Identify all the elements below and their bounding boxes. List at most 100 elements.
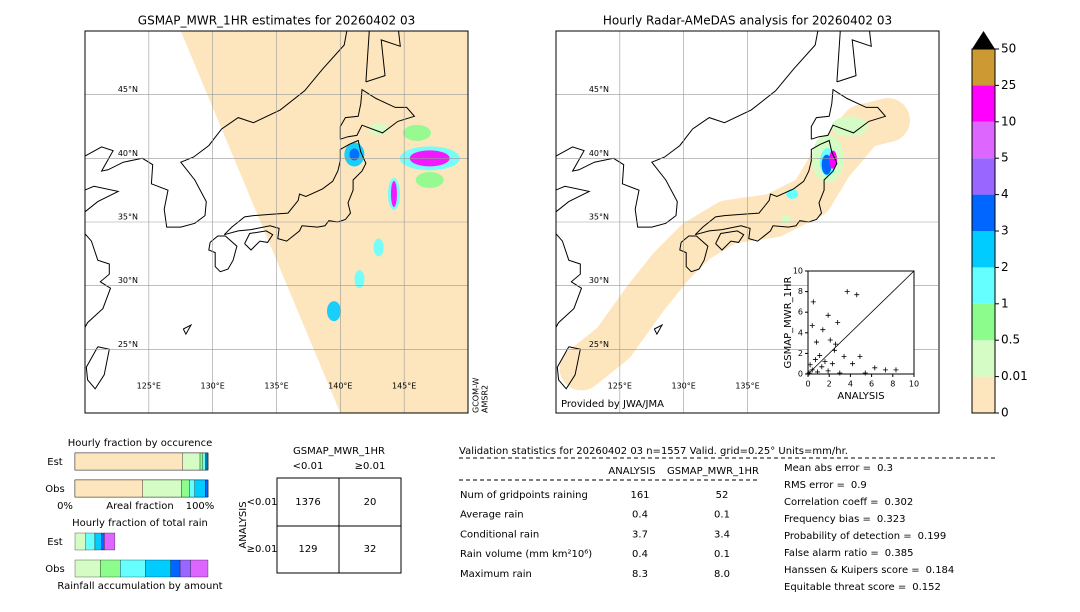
x-axis-label: Rainfall accumulation by amount xyxy=(57,581,222,592)
bar-segment xyxy=(179,559,191,578)
lon-label: 125°E xyxy=(137,382,161,391)
bar-segment xyxy=(205,479,209,498)
cell: 8.3 xyxy=(632,569,648,580)
colorbar-segment xyxy=(972,340,995,377)
category-label: Obs xyxy=(45,564,64,575)
column-header: ANALYSIS xyxy=(608,466,655,477)
bar-segment xyxy=(182,452,201,471)
scatter-point xyxy=(844,289,850,295)
colorbar-segment xyxy=(972,121,995,159)
rain-patch xyxy=(354,270,365,289)
coastline xyxy=(182,323,193,336)
score: Hanssen & Kuipers score = 0.184 xyxy=(784,565,954,576)
y-tick-label: 10 xyxy=(793,267,803,276)
y-tick-label: 8 xyxy=(798,287,803,296)
lon-label: 135°E xyxy=(264,382,288,391)
score-value: 0.9 xyxy=(851,480,867,491)
lat-label: 45°N xyxy=(118,85,138,94)
rain-patch xyxy=(831,116,868,137)
rain-patch xyxy=(415,171,444,188)
score: False alarm ratio = 0.385 xyxy=(784,548,913,559)
scatter-point xyxy=(806,370,812,376)
colorbar-label: 5 xyxy=(1001,151,1009,165)
colorbar-segment xyxy=(972,158,995,195)
lat-label: 25°N xyxy=(118,340,138,349)
bar-segment xyxy=(100,559,121,578)
bar-segment xyxy=(170,559,181,578)
cell: 8.0 xyxy=(714,569,730,580)
rain-patch xyxy=(373,238,384,257)
lon-label: 130°E xyxy=(672,382,696,391)
y-tick-label: 0 xyxy=(798,370,803,379)
bar-segment xyxy=(190,559,209,578)
score-value: 0.385 xyxy=(885,548,914,559)
colorbar-label: 25 xyxy=(1001,78,1016,92)
score-value: 0.184 xyxy=(926,565,955,576)
score-label: Correlation coeff = xyxy=(784,497,879,508)
bar-segment xyxy=(181,479,190,498)
map-layer xyxy=(556,31,938,413)
map-frame xyxy=(84,30,469,414)
cell: 0.1 xyxy=(714,510,730,521)
scatter-point xyxy=(850,361,856,367)
map-title: GSMAP_MWR_1HR estimates for 20260402 03 xyxy=(138,14,415,28)
bar-segment xyxy=(199,452,203,471)
scatter-point xyxy=(829,361,835,367)
coastline xyxy=(365,31,401,83)
colorbar-label: 3 xyxy=(1001,224,1009,238)
scatter-point xyxy=(812,357,818,363)
scatter-point xyxy=(857,353,863,359)
colorbar-label: 1 xyxy=(1001,296,1009,310)
stats-header: Validation statistics for 20260402 03 n=… xyxy=(459,446,848,457)
scatter-point xyxy=(862,370,868,376)
x-tick-label: 10 xyxy=(909,380,919,389)
coastline xyxy=(208,235,238,273)
column-label: ≥0.01 xyxy=(355,461,386,472)
rain-patch xyxy=(786,188,799,199)
coastline xyxy=(85,31,348,228)
y-axis-label: GSMAP_MWR_1HR xyxy=(783,277,794,369)
lon-label: 130°E xyxy=(201,382,225,391)
coastline xyxy=(836,31,872,83)
table-cell: 1376 xyxy=(295,497,320,508)
chart-title: Hourly fraction of total rain xyxy=(72,518,208,529)
row-label: ≥0.01 xyxy=(247,544,278,555)
lon-label: 125°E xyxy=(608,382,632,391)
row-label: Conditional rain xyxy=(460,529,539,540)
map-title: Hourly Radar-AMeDAS analysis for 2026040… xyxy=(603,14,892,28)
satellite-label: GCOM-W xyxy=(472,377,481,413)
table-title: GSMAP_MWR_1HR xyxy=(293,446,385,457)
bar-segment xyxy=(74,532,86,551)
coastline xyxy=(244,230,274,251)
bar-segment xyxy=(202,452,206,471)
x-tick-label: 8 xyxy=(890,380,895,389)
colorbar-label: 0.01 xyxy=(1001,369,1028,383)
lat-label: 30°N xyxy=(589,276,609,285)
scatter-point xyxy=(813,339,819,345)
row-label: Maximum rain xyxy=(460,569,532,580)
lat-label: 40°N xyxy=(589,149,609,158)
colorbar-segment xyxy=(972,85,995,122)
column-header: GSMAP_MWR_1HR xyxy=(667,466,759,477)
scatter-point xyxy=(832,347,837,353)
coastline xyxy=(715,230,745,251)
colorbar-label: 50 xyxy=(1001,42,1016,56)
lon-label: 145°E xyxy=(392,382,416,391)
column-label: <0.01 xyxy=(293,461,324,472)
colorbar-segment xyxy=(972,303,995,341)
colorbar-segment xyxy=(972,194,995,231)
score-label: Frequency bias = xyxy=(784,514,871,525)
coastline xyxy=(679,235,709,273)
colorbar-extend xyxy=(972,31,995,49)
score-value: 0.323 xyxy=(877,514,906,525)
scatter-point xyxy=(819,364,825,370)
bar-segment xyxy=(74,452,183,471)
bar-segment xyxy=(85,532,96,551)
x-tick-label: 4 xyxy=(848,380,853,389)
bar-segment xyxy=(94,532,102,551)
bar-segment xyxy=(189,479,195,498)
score-value: 0.199 xyxy=(918,531,947,542)
row-label: Rain volume (mm km²10⁶) xyxy=(460,549,592,560)
y-tick-label: 6 xyxy=(798,308,803,317)
colorbar-segment xyxy=(972,231,995,268)
